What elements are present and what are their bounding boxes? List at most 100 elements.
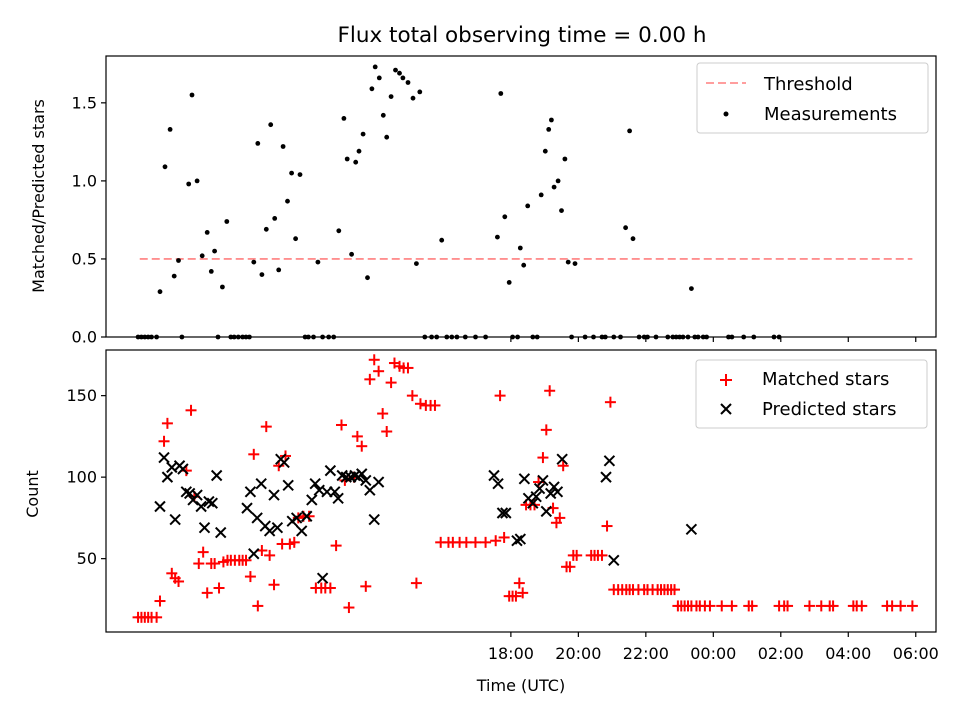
measurement-point [530, 334, 536, 340]
measurement-point [331, 334, 337, 340]
predicted-star-marker [316, 572, 329, 584]
predicted-star-marker [360, 474, 372, 487]
measurement-point [410, 95, 416, 101]
measurement-point [145, 334, 151, 340]
measurement-point [380, 112, 386, 118]
measurement-point [255, 141, 261, 146]
measurement-point [542, 148, 548, 154]
measurement-point [154, 334, 160, 340]
measurement-point [341, 116, 347, 121]
count-y-tick-label: 50 [77, 549, 97, 568]
predicted-star-marker [244, 486, 257, 498]
measurement-point [462, 334, 468, 340]
measurement-point [473, 334, 478, 340]
matched-star-marker [377, 408, 389, 420]
measurement-point [353, 159, 359, 165]
predicted-star-marker [500, 507, 512, 519]
measurement-point [360, 131, 366, 137]
predicted-star-marker [191, 489, 203, 501]
measurement-point [680, 334, 686, 340]
predicted-star-marker [158, 451, 170, 464]
measurement-point [372, 64, 378, 70]
measurement-point [400, 75, 406, 81]
matched-star-marker [414, 398, 426, 410]
measurement-point [215, 334, 221, 340]
legend-matched-label: Matched stars [762, 369, 889, 390]
matched-star-marker [746, 600, 758, 612]
measurement-point [498, 91, 504, 96]
count-x-tick-label: 20:00 [555, 644, 601, 663]
predicted-star-marker [301, 510, 313, 522]
predicted-star-marker [255, 477, 267, 490]
predicted-star-marker [198, 521, 211, 534]
ratio-legend-box [696, 62, 929, 134]
predicted-star-marker [685, 523, 698, 536]
matched-star-marker [385, 377, 397, 389]
measurement-point [726, 334, 731, 340]
matched-star-marker [252, 600, 264, 612]
measurement-point [630, 236, 636, 242]
matched-star-marker [803, 600, 815, 612]
count-x-tick-label: 22:00 [623, 644, 669, 663]
matched-star-marker [480, 536, 492, 548]
measurement-point [231, 334, 237, 340]
ratio-y-tick-label: 1.0 [72, 171, 97, 190]
measurement-point [591, 334, 596, 340]
predicted-star-marker [263, 525, 276, 537]
measurement-point [689, 286, 694, 291]
measurement-point [670, 334, 676, 340]
matched-star-marker [726, 600, 738, 612]
predicted-star-marker [271, 521, 284, 534]
measurement-points [135, 64, 782, 340]
measurement-point [247, 334, 252, 340]
measurement-point [224, 219, 230, 224]
measurement-point [538, 192, 544, 198]
measurement-point [388, 94, 394, 99]
matched-star-marker [154, 595, 166, 607]
count-legend: Matched stars Predicted stars [695, 359, 928, 429]
measurement-point [179, 334, 185, 340]
matched-star-marker [364, 373, 376, 385]
measurement-point [199, 253, 205, 259]
count-y-axis-label: Count [23, 470, 42, 518]
predicted-star-marker [372, 476, 385, 488]
measurement-point [506, 280, 512, 285]
predicted-star-markers [154, 451, 698, 584]
measurement-point [449, 334, 455, 340]
measurement-point [162, 164, 168, 170]
measurement-point [665, 334, 671, 340]
ratio-x-ticks [510, 337, 917, 342]
predicted-star-marker [177, 463, 189, 475]
measurement-point [306, 334, 311, 340]
matched-star-marker [288, 536, 300, 548]
predicted-star-marker [349, 469, 361, 482]
matched-star-marker [244, 571, 256, 583]
measurement-point [369, 86, 375, 92]
measurement-point [549, 117, 554, 123]
predicted-star-marker [340, 471, 352, 483]
matched-star-marker [557, 460, 569, 472]
ratio-panel: 0.0 0.5 1.0 1.5 Matched/Predicted stars Thr… [29, 55, 937, 347]
measurement-point [204, 230, 210, 235]
measurement-point [336, 228, 342, 234]
predicted-star-marker [488, 469, 500, 482]
measurement-point [349, 251, 354, 257]
matched-star-marker [510, 590, 522, 602]
count-y-tick-label: 150 [66, 386, 97, 405]
matched-star-marker [201, 587, 213, 599]
measurement-point [559, 208, 564, 214]
measurement-point [311, 334, 316, 340]
predicted-star-marker [492, 477, 504, 490]
predicted-star-marker [603, 455, 616, 467]
measurement-point [751, 334, 757, 340]
predicted-star-marker [290, 512, 303, 524]
measurement-point [293, 236, 298, 242]
predicted-star-marker [356, 468, 368, 480]
measurement-point [302, 334, 308, 340]
count-x-tick-label: 02:00 [758, 644, 804, 663]
ratio-y-tick-label: 0.5 [72, 249, 97, 268]
measurement-point [397, 70, 402, 76]
measurement-point [534, 334, 540, 340]
matched-star-marker [406, 390, 418, 402]
measurement-point [220, 284, 225, 290]
